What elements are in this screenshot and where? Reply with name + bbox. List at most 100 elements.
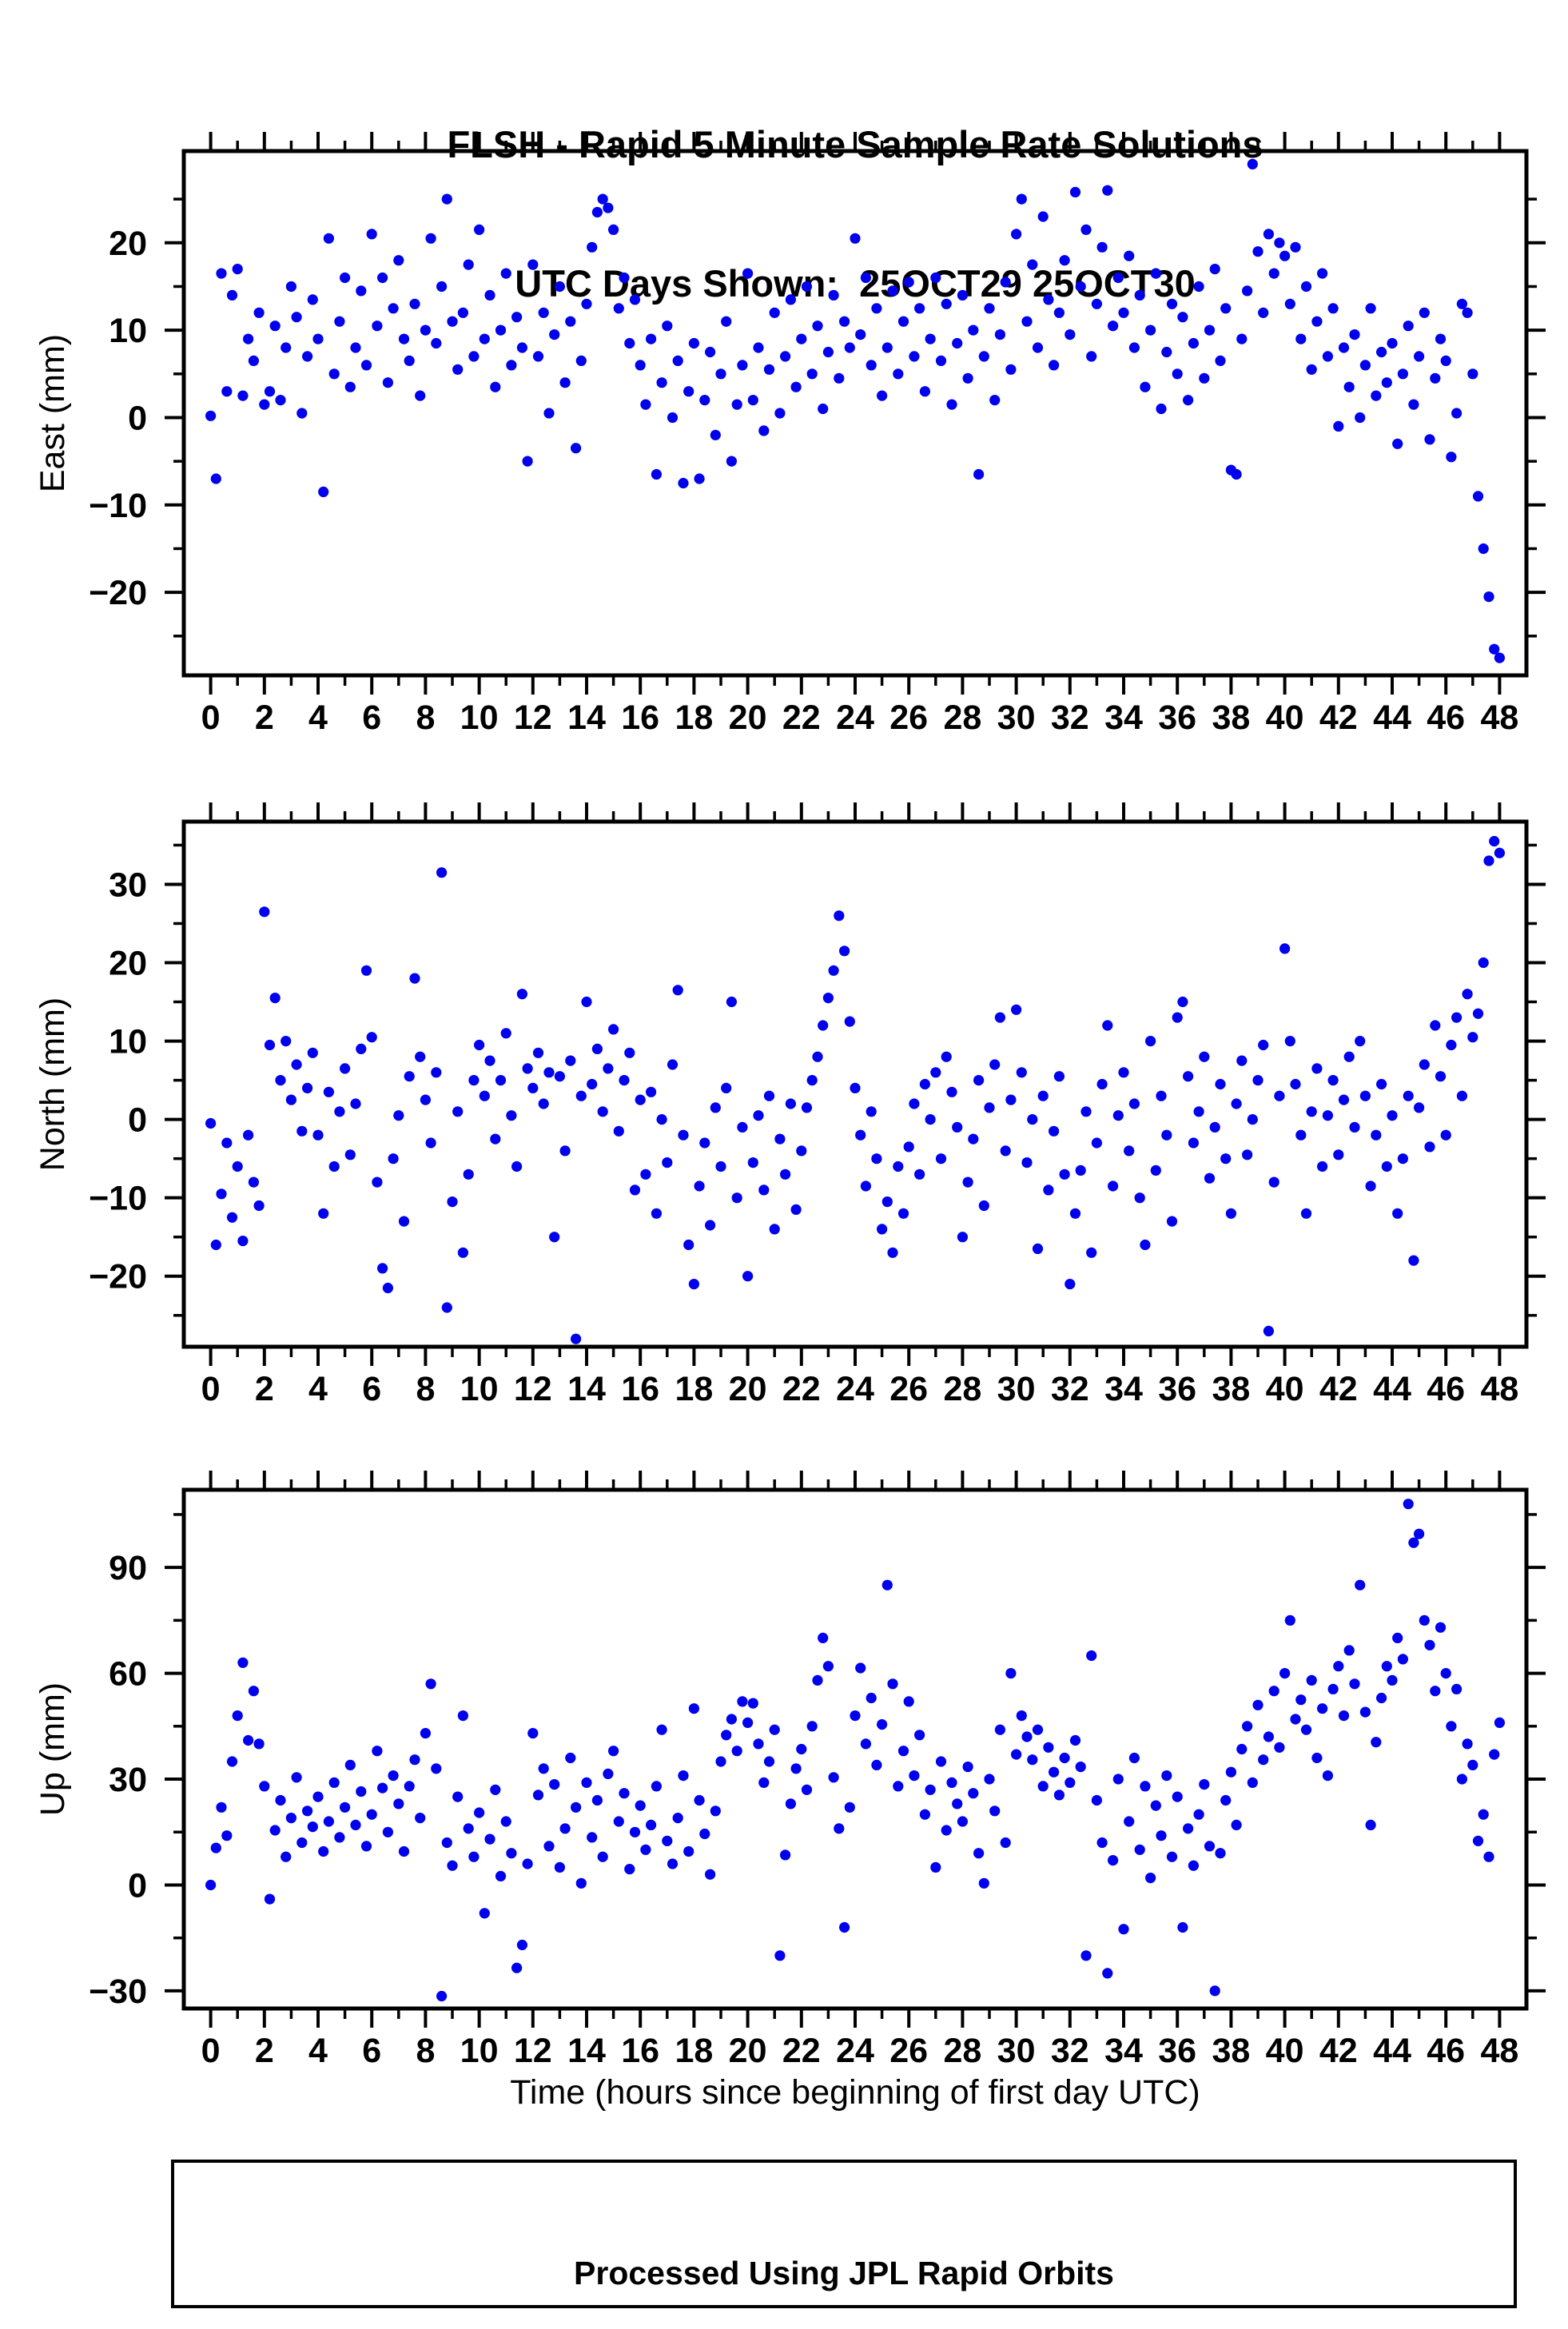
data-point	[1333, 1661, 1344, 1672]
data-point	[1311, 1752, 1323, 1764]
data-point	[1483, 591, 1494, 603]
panel-frame	[181, 819, 1529, 1349]
data-point	[275, 395, 286, 406]
data-point	[1145, 1036, 1156, 1047]
data-point	[989, 1059, 1001, 1070]
data-point	[1128, 342, 1140, 353]
data-point	[1306, 1106, 1317, 1117]
y-tick-label: 0	[128, 399, 147, 437]
data-point	[1102, 185, 1113, 196]
data-point	[1000, 1837, 1011, 1849]
x-tick-label: 16	[621, 1370, 659, 1408]
data-point	[656, 1724, 667, 1735]
data-point	[243, 333, 254, 344]
data-point	[1150, 268, 1161, 279]
data-point	[973, 468, 985, 480]
data-point	[1371, 1737, 1382, 1748]
data-point	[769, 1224, 780, 1235]
data-point	[1177, 1921, 1188, 1933]
data-point	[1403, 1499, 1414, 1510]
data-point	[323, 1816, 334, 1827]
data-point	[500, 268, 511, 279]
y-tick-label: 0	[128, 1866, 147, 1905]
data-point	[1408, 1537, 1419, 1548]
data-point	[1327, 1683, 1339, 1694]
x-tick-label: 44	[1373, 1370, 1411, 1408]
data-point	[1043, 294, 1054, 305]
data-point	[1049, 360, 1060, 371]
data-point	[216, 268, 227, 279]
data-point	[1124, 1145, 1135, 1157]
data-point	[436, 281, 448, 293]
data-point	[1005, 1094, 1017, 1105]
data-point	[1300, 281, 1312, 293]
plot-title: FLSH - Rapid 5 Minute Sample Rate Soluti…	[184, 29, 1526, 400]
data-point	[1338, 1094, 1350, 1105]
data-point	[1365, 1180, 1376, 1192]
data-point	[710, 1102, 721, 1113]
y-tick-label: −10	[89, 487, 147, 525]
data-point	[1440, 355, 1451, 366]
footer-box: Processed Using JPL Rapid Orbits by the …	[171, 2160, 1517, 2308]
data-point	[253, 307, 265, 318]
data-point	[1279, 250, 1291, 261]
data-point	[264, 1893, 276, 1905]
data-point	[629, 1826, 641, 1837]
data-point	[651, 1781, 663, 1792]
data-point	[425, 1678, 436, 1690]
data-point	[457, 307, 469, 318]
data-point	[839, 316, 850, 327]
x-tick-label: 8	[416, 2032, 435, 2070]
x-tick-label: 8	[416, 1370, 435, 1408]
data-point	[1118, 1067, 1129, 1078]
data-point	[328, 1161, 340, 1172]
data-point	[1086, 1247, 1097, 1258]
data-point	[356, 285, 367, 297]
data-point	[210, 1842, 221, 1853]
data-point	[1177, 996, 1188, 1008]
data-point	[1306, 1674, 1317, 1686]
data-point	[656, 377, 667, 388]
data-point	[1231, 468, 1242, 480]
data-point	[909, 1098, 920, 1109]
data-point	[613, 303, 624, 314]
data-points-north	[205, 835, 1505, 1344]
data-point	[1161, 346, 1172, 358]
data-point	[281, 1036, 292, 1047]
data-point	[340, 272, 351, 284]
x-tick-label: 48	[1480, 2032, 1518, 2070]
data-point	[1365, 1819, 1376, 1830]
data-point	[941, 1825, 952, 1836]
data-point	[1188, 1137, 1199, 1149]
data-point	[973, 1848, 985, 1859]
data-point	[1462, 989, 1473, 1000]
data-point	[1424, 1639, 1435, 1650]
data-point	[1467, 1759, 1478, 1770]
data-point	[226, 1756, 238, 1767]
data-point	[855, 1662, 866, 1674]
data-point	[1204, 1172, 1216, 1184]
data-point	[1381, 1661, 1392, 1672]
data-point	[1414, 1102, 1425, 1113]
data-point	[1408, 399, 1419, 410]
data-point	[581, 298, 592, 309]
data-point	[522, 1063, 533, 1074]
x-tick-label: 36	[1158, 1370, 1196, 1408]
data-point	[785, 1798, 797, 1809]
data-point	[474, 1807, 485, 1818]
data-point	[1349, 329, 1360, 340]
data-point	[1183, 1071, 1194, 1082]
data-point	[946, 1777, 957, 1788]
data-point	[468, 1851, 480, 1862]
data-point	[1359, 1706, 1371, 1718]
data-point	[1091, 1137, 1102, 1149]
data-point	[1043, 1742, 1054, 1753]
data-point	[1183, 395, 1194, 406]
data-point	[877, 1719, 888, 1730]
data-point	[1112, 1110, 1124, 1121]
data-point	[237, 1236, 249, 1247]
data-point	[962, 372, 973, 384]
data-point	[328, 368, 340, 380]
data-point	[903, 1141, 914, 1153]
data-point	[1322, 1110, 1333, 1121]
